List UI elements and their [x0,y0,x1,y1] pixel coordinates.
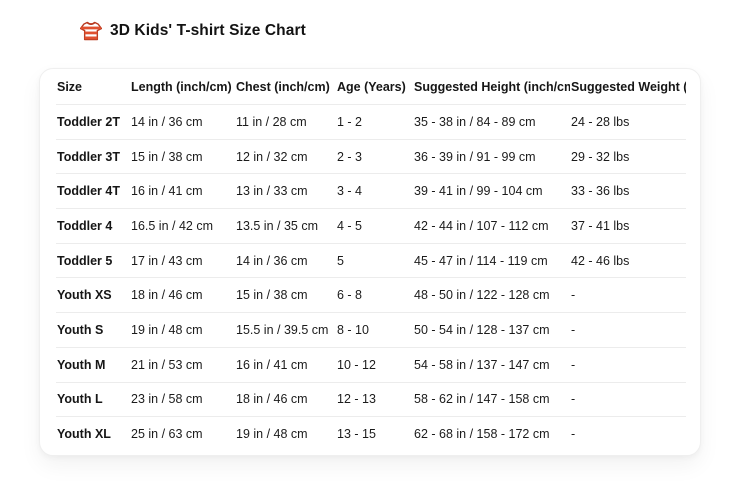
table-row: Youth XL 25 in / 63 cm 19 in / 48 cm 13 - 1… [56,417,686,451]
table-row: Toddler 5 17 in / 43 cm 14 in / 36 cm 5 45 -… [56,243,686,279]
size-cell: Youth M [56,347,130,383]
value-cell: 42 - 46 lbs [570,243,686,279]
size-cell: Youth L [56,382,130,418]
value-cell: 25 in / 63 cm [131,427,203,442]
value-cell: 54 - 58 in / 137 - 147 cm [413,347,570,383]
value-cell: 19 in / 48 cm [130,312,235,348]
size-chart-table: Size Length (inch/cm) Chest (inch/cm) Age (… [56,69,686,451]
value-cell: 37 - 41 lbs [570,208,686,244]
value-cell: - [570,312,686,348]
value-cell: 39 - 41 in / 99 - 104 cm [413,173,570,210]
column-header: Chest (inch/cm) [235,69,336,105]
table-row: Toddler 4 16.5 in / 42 cm 13.5 in / 35 cm 4… [56,208,686,244]
table-row: Youth L 23 in / 58 cm 18 in / 46 cm 12 - 13… [56,382,686,418]
value-cell: 1 - 2 [336,104,413,140]
column-header: Suggested Height (inch/cm) [413,69,570,105]
column-header: Age (Years) [336,69,413,105]
value-cell: 50 - 54 in / 128 - 137 cm [413,312,570,348]
value-cell: 29 - 32 lbs [570,139,686,175]
value-cell: 42 - 44 in / 107 - 112 cm [413,208,570,244]
size-cell: Toddler 2T [56,104,130,140]
size-cell: Youth XS [56,277,130,314]
table-row: Toddler 3T 15 in / 38 cm 12 in / 32 cm 2 - … [56,139,686,175]
value-cell: 17 in / 43 cm [130,243,235,279]
table-header-row: Size Length (inch/cm) Chest (inch/cm) Age (… [56,69,686,105]
value-cell: 24 - 28 lbs [570,104,686,140]
value-cell: 45 - 47 in / 114 - 119 cm [413,243,570,279]
table-row: Toddler 2T 14 in / 36 cm 11 in / 28 cm 1 - … [56,104,686,140]
value-cell: 23 in / 58 cm [130,382,235,418]
table-row: Youth M 21 in / 53 cm 16 in / 41 cm 10 - 12… [56,347,686,383]
value-cell: 14 in / 36 cm [235,243,336,279]
value-cell: 36 - 39 in / 91 - 99 cm [413,139,570,175]
value-cell: - [570,382,686,418]
value-cell: 13.5 in / 35 cm [235,208,336,244]
value-cell: 18 in / 46 cm [130,277,235,314]
value-cell: 35 - 38 in / 84 - 89 cm [413,104,570,140]
size-cell: Youth S [56,312,130,348]
value-cell: 4 - 5 [336,208,413,244]
value-cell: 11 in / 28 cm [235,104,336,140]
value-cell: 62 - 68 in / 158 - 172 cm [414,427,550,442]
value-cell: - [570,277,686,314]
size-cell: Toddler 4 [56,208,130,244]
value-cell: 48 - 50 in / 122 - 128 cm [413,277,570,314]
value-cell: - [570,347,686,383]
value-cell: 16 in / 41 cm [130,173,235,210]
value-cell: 15 in / 38 cm [130,139,235,175]
value-cell: 3 - 4 [336,173,413,210]
table-row: Toddler 4T 16 in / 41 cm 13 in / 33 cm 3 - … [56,173,686,210]
column-header: Size [56,69,130,105]
column-header: Suggested Weight (lbs) [570,69,686,105]
size-cell: Toddler 3T [56,139,130,175]
value-cell: 15 in / 38 cm [235,277,336,314]
value-cell: 12 in / 32 cm [235,139,336,175]
value-cell: 13 - 15 [337,427,376,442]
value-cell: 6 - 8 [336,277,413,314]
table-body: Toddler 2T 14 in / 36 cm 11 in / 28 cm 1 - … [56,104,686,451]
value-cell: 16.5 in / 42 cm [130,208,235,244]
value-cell: 16 in / 41 cm [235,347,336,383]
value-cell: 19 in / 48 cm [236,427,308,442]
value-cell: 12 - 13 [336,382,413,418]
value-cell: 5 [336,243,413,279]
value-cell: 58 - 62 in / 147 - 158 cm [413,382,570,418]
page-title: 3D Kids' T-shirt Size Chart [110,22,306,39]
value-cell: 13 in / 33 cm [235,173,336,210]
page-header: 3D Kids' T-shirt Size Chart [80,20,306,42]
size-cell: Toddler 5 [56,243,130,279]
value-cell: 14 in / 36 cm [130,104,235,140]
value-cell: - [571,427,576,442]
value-cell: 18 in / 46 cm [235,382,336,418]
table-row: Youth S 19 in / 48 cm 15.5 in / 39.5 cm 8 -… [56,312,686,348]
size-chart-card: Size Length (inch/cm) Chest (inch/cm) Age (… [39,68,701,456]
value-cell: 10 - 12 [336,347,413,383]
column-header: Length (inch/cm) [130,69,235,105]
value-cell: 8 - 10 [336,312,413,348]
value-cell: 21 in / 53 cm [130,347,235,383]
value-cell: 15.5 in / 39.5 cm [235,312,336,348]
value-cell: 33 - 36 lbs [570,173,686,210]
striped-tshirt-icon [80,20,102,42]
value-cell: 2 - 3 [336,139,413,175]
size-cell: Youth XL [57,427,111,442]
size-cell: Toddler 4T [56,173,130,210]
